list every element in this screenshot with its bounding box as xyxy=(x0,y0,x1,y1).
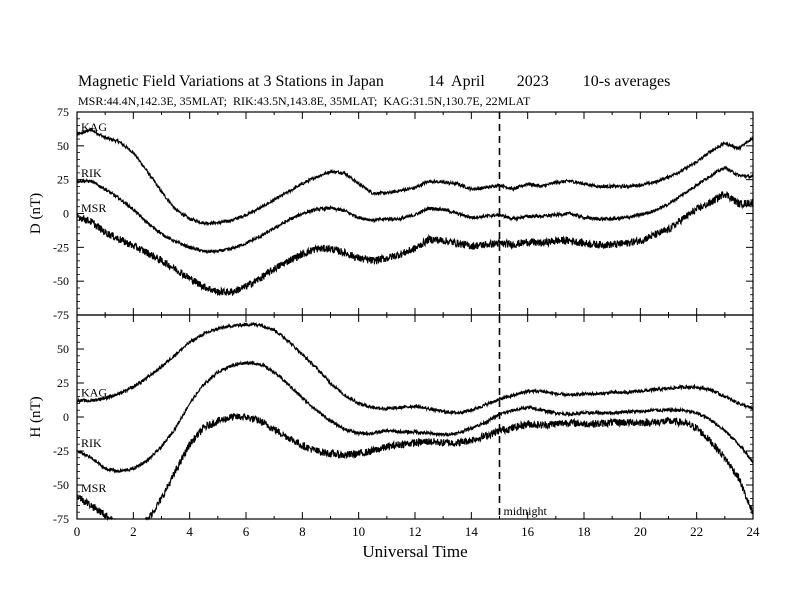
x-axis-label: Universal Time xyxy=(362,542,467,561)
y-tick-label: -75 xyxy=(53,308,69,322)
x-tick-label: 18 xyxy=(578,524,591,539)
y-tick-label: 0 xyxy=(63,207,69,221)
y-tick-label: 0 xyxy=(63,410,69,424)
x-tick-label: 24 xyxy=(747,524,761,539)
x-tick-label: 20 xyxy=(634,524,647,539)
series-line-kag xyxy=(76,127,754,227)
y-tick-label: -25 xyxy=(53,444,69,458)
series-label-kag: KAG xyxy=(81,386,107,400)
x-tick-label: 12 xyxy=(409,524,422,539)
chart-title: Magnetic Field Variations at 3 Stations … xyxy=(78,73,670,91)
series-label-kag: KAG xyxy=(81,120,107,134)
title-date: 14 April xyxy=(427,73,485,90)
y-tick-label: 25 xyxy=(57,173,69,187)
panel-d: 75 50 25 0 -25 -50 -75 D (nT) KAG RIK MSR xyxy=(28,105,754,322)
y-tick-label: -25 xyxy=(53,240,69,254)
panel-frame xyxy=(76,314,754,520)
series-line-rik xyxy=(76,360,754,474)
series-line-msr xyxy=(76,412,754,522)
series-label-msr: MSR xyxy=(81,201,106,215)
station-info: MSR:44.4N,142.3E, 35MLAT; RIK:43.5N,143.… xyxy=(78,94,531,108)
title-main: Magnetic Field Variations at 3 Stations … xyxy=(78,73,384,90)
y-tick-label: -75 xyxy=(53,512,69,526)
series-line-rik xyxy=(76,165,754,255)
title-averaging: 10-s averages xyxy=(582,73,671,90)
midnight-label: midnight xyxy=(504,504,548,518)
x-tick-label: 22 xyxy=(690,524,703,539)
y-tick-label: -50 xyxy=(53,478,69,492)
x-tick-label: 8 xyxy=(299,524,306,539)
y-axis-label: H (nT) xyxy=(28,396,44,437)
x-tick-label: 16 xyxy=(521,524,535,539)
series-label-rik: RIK xyxy=(81,436,102,450)
y-tick-label: 50 xyxy=(57,139,69,153)
x-tick-label: 4 xyxy=(186,524,193,539)
x-tick-label: 0 xyxy=(74,524,81,539)
x-tick-label: 6 xyxy=(243,524,250,539)
series-line-kag xyxy=(76,321,754,416)
x-tick-label: 2 xyxy=(130,524,137,539)
title-year: 2023 xyxy=(516,73,549,90)
y-tick-label: 25 xyxy=(57,376,69,390)
x-tick-label: 14 xyxy=(465,524,479,539)
panel-frame xyxy=(76,111,754,316)
y-tick-label: -50 xyxy=(53,274,69,288)
series-label-msr: MSR xyxy=(81,481,106,495)
y-axis-label: D (nT) xyxy=(28,193,44,234)
series-line-msr xyxy=(76,191,754,297)
series-label-rik: RIK xyxy=(81,166,102,180)
y-tick-label: 50 xyxy=(57,342,69,356)
y-tick-label: 75 xyxy=(57,105,69,119)
x-tick-label: 10 xyxy=(352,524,365,539)
